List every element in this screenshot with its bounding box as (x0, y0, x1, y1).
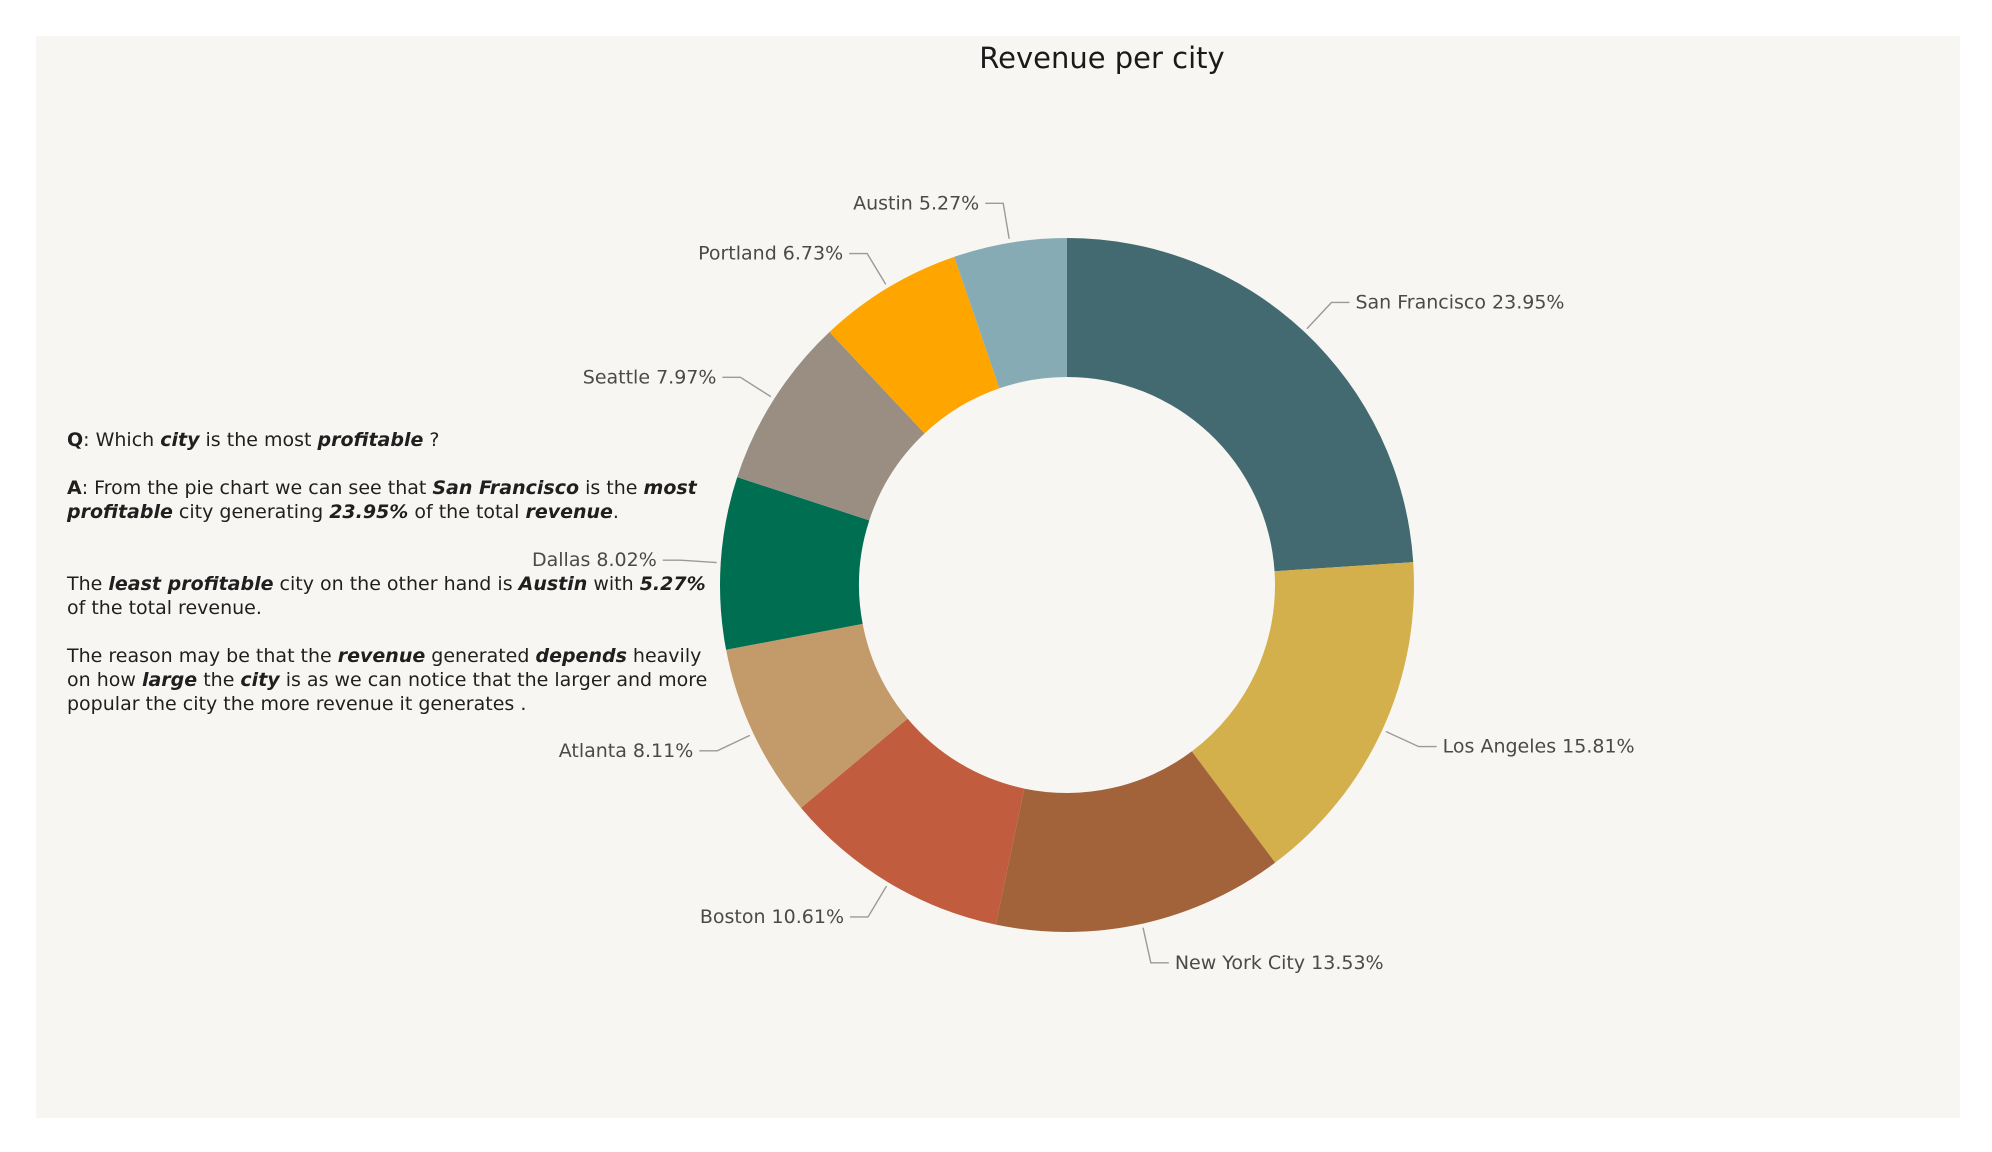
reason-paragraph: The reason may be that the revenue gener… (67, 645, 708, 715)
slice-label-boston: Boston 10.61% (700, 906, 844, 928)
slice-label-los-angeles: Los Angeles 15.81% (1443, 736, 1635, 758)
leader-line-dallas (662, 559, 717, 564)
leader-line-new-york-city (1142, 927, 1169, 964)
slice-label-new-york-city: New York City 13.53% (1175, 952, 1384, 974)
slice-boston (801, 718, 1025, 925)
slice-label-seattle: Seattle 7.97% (583, 366, 717, 388)
slice-label-dallas: Dallas 8.02% (532, 549, 657, 571)
slice-seattle (737, 332, 925, 521)
leader-line-los-angeles (1385, 730, 1437, 748)
least-profitable-paragraph: The least profitable city on the other h… (67, 573, 706, 619)
figure-panel: Revenue per city Q: Which city is the mo… (36, 36, 1960, 1118)
leader-line-atlanta (699, 734, 751, 752)
leader-line-portland (849, 252, 887, 285)
qa-text-block: Q: Which city is the most profitable ? A… (67, 428, 767, 716)
slice-label-portland: Portland 6.73% (698, 243, 843, 265)
question-line: Q: Which city is the most profitable ? (67, 429, 440, 451)
chart-title: Revenue per city (979, 41, 1225, 75)
slice-austin (954, 238, 1067, 389)
slice-label-austin: Austin 5.27% (853, 192, 979, 214)
leader-line-boston (850, 885, 888, 918)
slice-los-angeles (1191, 562, 1414, 863)
slice-new-york-city (995, 751, 1276, 932)
donut-chart: San Francisco 23.95% Los Angeles 15.81% Ne… (532, 192, 1635, 974)
slice-dallas (720, 477, 870, 650)
leader-line-seattle (722, 376, 772, 398)
leader-line-austin (985, 202, 1010, 239)
slice-san-francisco (1067, 238, 1414, 572)
answer-paragraph: A: From the pie chart we can see that Sa… (67, 477, 697, 523)
leader-line-san-francisco (1306, 301, 1350, 330)
slice-label-atlanta: Atlanta 8.11% (559, 740, 694, 762)
slice-label-san-francisco: San Francisco 23.95% (1355, 291, 1564, 313)
slice-atlanta (726, 623, 908, 808)
slice-portland (829, 256, 1000, 434)
